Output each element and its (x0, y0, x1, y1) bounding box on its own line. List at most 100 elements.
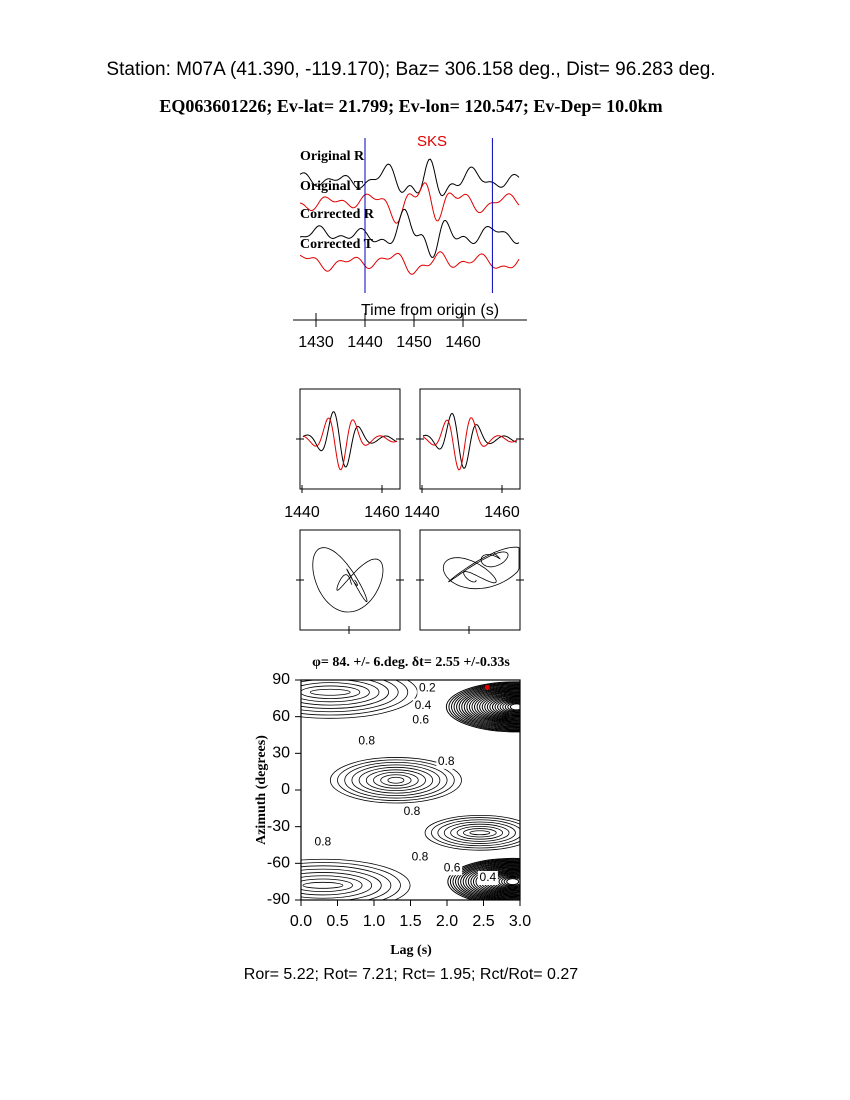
contour-label-bg (401, 805, 422, 819)
best-fit (484, 684, 490, 690)
tick-label: 1440 (347, 334, 383, 351)
tick-label: 3.0 (509, 913, 531, 930)
tick-label: 1450 (396, 334, 432, 351)
contour-line (461, 686, 520, 728)
contour-label-bg (356, 734, 377, 749)
contour-line (455, 860, 520, 900)
tick-label: 1460 (484, 504, 520, 521)
contour-label-bg (436, 754, 457, 769)
tick-label: 1.5 (399, 913, 421, 930)
contour-label-bg (412, 698, 433, 713)
tick-label: 2.0 (436, 913, 458, 930)
tick-label: 2.5 (472, 913, 494, 930)
contour-line (458, 685, 520, 728)
contour-label-bg (409, 850, 430, 865)
contour-line (301, 682, 370, 703)
contour-line (337, 759, 455, 801)
tick-label: 90 (272, 671, 290, 688)
contour-line (431, 817, 520, 849)
contour-line (468, 689, 520, 725)
tick-label: 0 (281, 781, 290, 798)
contour-line (471, 690, 520, 724)
contour-line (447, 857, 520, 900)
contour-line (301, 680, 409, 716)
contour-label: 0.8 (438, 754, 455, 768)
contour-line (486, 695, 520, 719)
contour-line (456, 825, 504, 840)
contour-line (452, 859, 520, 900)
contour-line (302, 881, 344, 889)
tick-label: 60 (272, 708, 290, 725)
trace-label: Corrected R (300, 207, 375, 222)
phase-label: SKS (417, 133, 447, 150)
contour-line (380, 774, 412, 787)
contour-line (498, 875, 520, 888)
contour-line (351, 764, 441, 796)
event-line: EQ063601226; Ev-lat= 21.799; Ev-lon= 120… (159, 96, 662, 116)
contour-line (301, 680, 399, 713)
contour-line (470, 865, 520, 898)
contour-line (450, 823, 510, 842)
contour-line (479, 692, 520, 721)
contour-line (450, 683, 520, 731)
contour-line (365, 769, 426, 792)
trace-label: Original R (300, 149, 365, 164)
contour-line (358, 766, 434, 794)
contour-line (499, 699, 520, 714)
contour-label: 0.4 (480, 870, 497, 884)
contour-line (502, 700, 520, 714)
contour-line (301, 685, 361, 699)
contour-line (329, 757, 462, 804)
contour-line (373, 771, 419, 789)
contour-line (501, 876, 520, 887)
contour-line (448, 682, 520, 732)
contour-line (301, 865, 392, 900)
panel-box (299, 388, 401, 490)
tick-label: -90 (267, 891, 290, 908)
particle-motion (312, 547, 384, 613)
contour-line (466, 688, 520, 726)
contour-line (491, 697, 520, 717)
contour-label: 0.8 (412, 849, 429, 863)
tick-label: 1430 (298, 334, 334, 351)
contour-label: 0.6 (444, 860, 461, 874)
contour-line (301, 680, 380, 706)
tick-label: -30 (267, 818, 290, 835)
panel-waveform (302, 411, 398, 468)
contour-label: 0.8 (404, 804, 421, 818)
contour-label: 0.2 (419, 681, 436, 695)
contour-line (489, 696, 520, 718)
tick-label: 1440 (284, 504, 320, 521)
contour-line (503, 877, 520, 887)
tick-label: 1.0 (363, 913, 385, 930)
contour-line (301, 680, 418, 719)
contour-line (509, 703, 520, 711)
waveform (299, 158, 520, 197)
contour-line (387, 776, 405, 784)
contour-line (460, 862, 520, 900)
contour-label: 0.8 (358, 733, 375, 747)
contour-line (507, 702, 520, 712)
contour-line (301, 878, 353, 893)
contour-label-bg (410, 713, 431, 728)
station-line: Station: M07A (41.390, -119.170); Baz= 3… (106, 59, 715, 80)
tick-label: 1440 (404, 504, 440, 521)
footer: Ror= 5.22; Rot= 7.21; Rct= 1.95; Rct/Rot… (244, 966, 579, 983)
contour-line (481, 693, 520, 721)
contour-label-bg (312, 835, 333, 850)
contour-label-bg (442, 861, 463, 876)
contour-line (301, 858, 411, 900)
contour-line (344, 761, 448, 799)
contour-line (301, 875, 363, 896)
contour-line (497, 698, 520, 715)
contour-line (469, 830, 491, 836)
contour-line (449, 858, 520, 900)
contour-line (301, 868, 382, 900)
contour-line (309, 688, 351, 696)
x-axis-label: Lag (s) (390, 943, 432, 958)
contour-line (506, 878, 520, 886)
contour-line (456, 684, 520, 729)
contour-line (463, 828, 497, 838)
contour-label-bg (417, 681, 438, 696)
